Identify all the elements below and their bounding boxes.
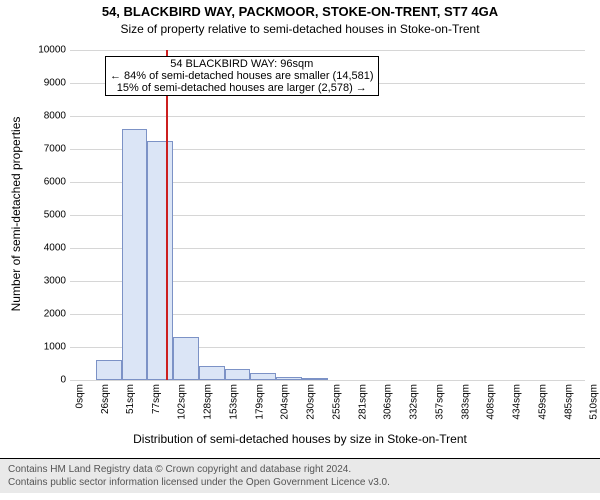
y-axis-labels: 0100020003000400050006000700080009000100… (0, 50, 70, 380)
x-tick-label: 357sqm (435, 384, 446, 420)
x-tick-label: 0sqm (74, 384, 85, 408)
footer: Contains HM Land Registry data © Crown c… (0, 459, 600, 493)
x-tick-label: 306sqm (383, 384, 394, 420)
y-tick-label: 7000 (44, 144, 66, 155)
property-marker-line (166, 50, 168, 380)
histogram-bar (225, 369, 251, 380)
x-tick-label: 51sqm (126, 384, 137, 414)
x-tick-label: 77sqm (151, 384, 162, 414)
x-tick-label: 332sqm (409, 384, 420, 420)
footer-line-1: Contains HM Land Registry data © Crown c… (8, 463, 592, 476)
x-tick-label: 153sqm (229, 384, 240, 420)
x-axis-labels: 0sqm 26sqm 51sqm 77sqm 102sqm 128sqm 153sqm 179… (70, 380, 585, 430)
y-tick-label: 1000 (44, 342, 66, 353)
histogram-bar (199, 366, 225, 380)
x-tick-label: 459sqm (538, 384, 549, 420)
chart-plot-area: 54 BLACKBIRD WAY: 96sqm← 84% of semi-det… (70, 50, 585, 380)
grid-line (70, 116, 585, 117)
x-tick-label: 383sqm (460, 384, 471, 420)
y-tick-label: 2000 (44, 309, 66, 320)
y-tick-label: 3000 (44, 276, 66, 287)
footer-line-2: Contains public sector information licen… (8, 476, 592, 489)
histogram-bar (173, 337, 199, 380)
annotation-line: ← 84% of semi-detached houses are smalle… (110, 70, 374, 82)
x-tick-label: 204sqm (280, 384, 291, 420)
grid-line (70, 50, 585, 51)
histogram-bar (96, 360, 122, 380)
y-tick-label: 8000 (44, 111, 66, 122)
y-tick-label: 9000 (44, 78, 66, 89)
x-tick-label: 408sqm (486, 384, 497, 420)
x-tick-label: 434sqm (512, 384, 523, 420)
x-tick-label: 26sqm (100, 384, 111, 414)
x-tick-label: 281sqm (357, 384, 368, 420)
histogram-bar (147, 141, 173, 380)
histogram-bar (122, 129, 148, 380)
x-tick-label: 179sqm (254, 384, 265, 420)
x-tick-label: 510sqm (589, 384, 600, 420)
annotation-line: 54 BLACKBIRD WAY: 96sqm (110, 58, 374, 70)
y-tick-label: 0 (60, 375, 66, 386)
page-title: 54, BLACKBIRD WAY, PACKMOOR, STOKE-ON-TR… (0, 4, 600, 19)
annotation-box: 54 BLACKBIRD WAY: 96sqm← 84% of semi-det… (105, 56, 379, 96)
x-axis-title: Distribution of semi-detached houses by … (0, 432, 600, 446)
annotation-line: 15% of semi-detached houses are larger (… (110, 82, 374, 94)
y-tick-label: 6000 (44, 177, 66, 188)
x-tick-label: 230sqm (306, 384, 317, 420)
x-tick-label: 255sqm (332, 384, 343, 420)
y-tick-label: 4000 (44, 243, 66, 254)
x-tick-label: 102sqm (177, 384, 188, 420)
histogram-bar (250, 373, 276, 380)
y-tick-label: 10000 (38, 45, 66, 56)
x-tick-label: 128sqm (203, 384, 214, 420)
x-tick-label: 485sqm (563, 384, 574, 420)
chart-subtitle: Size of property relative to semi-detach… (0, 22, 600, 36)
y-tick-label: 5000 (44, 210, 66, 221)
